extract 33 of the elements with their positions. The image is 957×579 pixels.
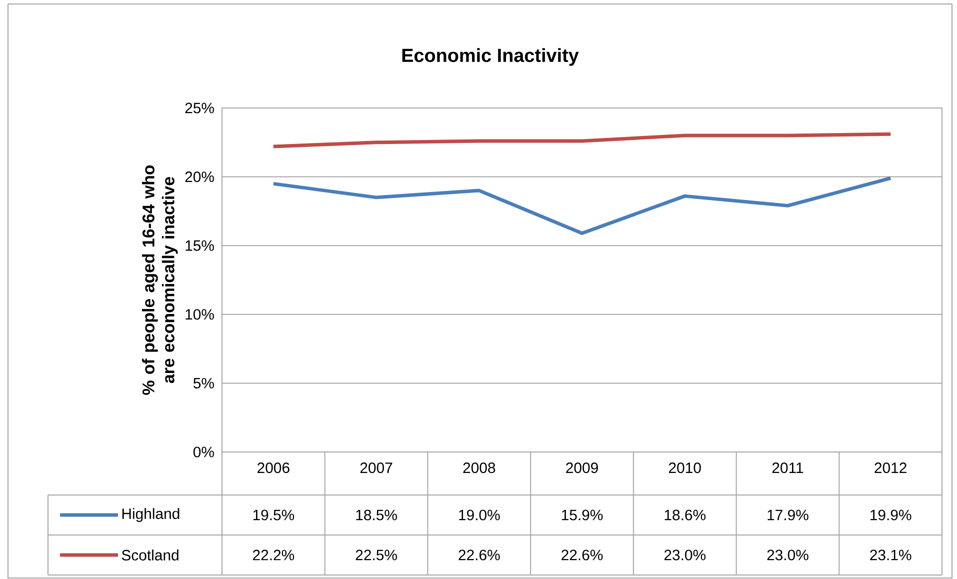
y-tick-label: 5% <box>193 378 214 388</box>
chart-title: Economic Inactivity <box>402 48 579 66</box>
x-tick-label: 2010 <box>668 462 701 474</box>
data-label: 23.0% <box>767 550 808 560</box>
x-tick-label: 2008 <box>463 462 496 474</box>
y-axis-title: % of people aged 16-64 who are economically inactive <box>142 165 178 395</box>
x-tick-label: 2012 <box>874 462 906 474</box>
data-label: 19.0% <box>459 510 500 520</box>
data-label: 22.2% <box>252 550 294 560</box>
legend-label: Highland <box>122 508 180 522</box>
data-label: 18.6% <box>664 510 706 520</box>
y-tick-label: 20% <box>185 172 214 182</box>
data-label: 19.9% <box>870 510 912 520</box>
x-tick-label: 2006 <box>258 462 290 474</box>
legend-label: Scotland <box>122 550 178 560</box>
data-label: 17.9% <box>768 510 808 520</box>
y-tick-label: 15% <box>186 240 214 251</box>
data-label: 23.0% <box>664 550 706 560</box>
x-tick-label: 2011 <box>772 462 804 474</box>
data-label: 23.1% <box>870 550 912 560</box>
y-tick-label: 10% <box>186 309 214 320</box>
line-series <box>272 132 892 148</box>
data-label: 22.5% <box>356 550 397 560</box>
y-tick-label: 25% <box>185 102 214 114</box>
y-tick-label: 0% <box>193 446 214 458</box>
data-label: 22.6% <box>458 550 500 560</box>
data-label: 18.5% <box>356 510 397 520</box>
x-tick-label: 2009 <box>566 462 598 474</box>
data-label: 22.6% <box>562 550 603 560</box>
line-series <box>272 176 892 235</box>
x-tick-label: 2007 <box>360 462 392 474</box>
data-label: 15.9% <box>562 510 603 520</box>
data-label: 19.5% <box>253 510 294 520</box>
